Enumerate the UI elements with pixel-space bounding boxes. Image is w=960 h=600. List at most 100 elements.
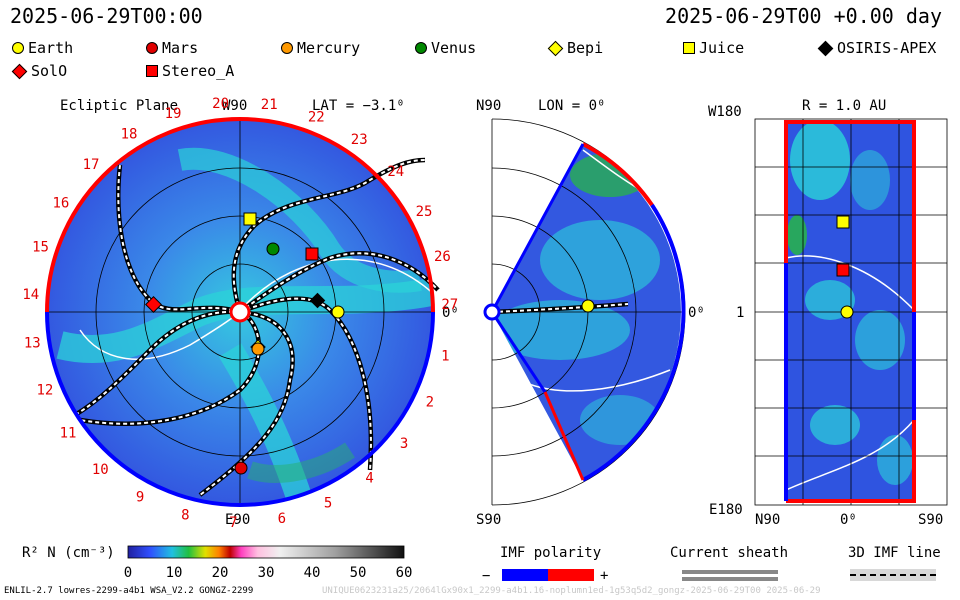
meridional-edge-south-red xyxy=(543,391,585,481)
meridional-imf-line xyxy=(491,303,629,313)
earth-marker-icon xyxy=(12,42,24,54)
legend-bepi: Bepi xyxy=(547,39,604,57)
mars-marker-icon xyxy=(146,42,158,54)
meridional-edge-north xyxy=(490,143,585,313)
datetime-right: 2025-06-29T00 +0.00 day xyxy=(665,4,942,28)
imf-polarity-minus: − xyxy=(482,568,490,584)
colorbar-tick-label: 50 xyxy=(350,565,367,581)
stereo-a-marker xyxy=(305,247,319,261)
ecliptic-panel: Ecliptic Plane W90 LAT = −3.1⁰ E90 0⁰ 12… xyxy=(22,96,458,531)
meridional-edge-south-blue xyxy=(490,311,547,393)
meridional-s90: S90 xyxy=(476,512,501,528)
colorbar-tick-label: 40 xyxy=(304,565,321,581)
carrington-label: 7 xyxy=(229,515,237,531)
carrington-label: 21 xyxy=(261,97,278,113)
shell-zero: 0⁰ xyxy=(840,512,857,528)
current-sheath-swatch-1 xyxy=(682,570,778,574)
ecliptic-lat: LAT = −3.1⁰ xyxy=(312,98,405,114)
legend-label: Earth xyxy=(28,39,74,57)
ecliptic-rim-negative xyxy=(45,311,435,507)
carrington-label: 25 xyxy=(416,204,433,220)
legend-label: Juice xyxy=(699,39,745,57)
colorbar-tick-label: 20 xyxy=(212,565,229,581)
shell-one: 1 xyxy=(736,305,744,321)
meridional-rim-positive xyxy=(582,142,654,207)
colorbar-tick-label: 30 xyxy=(258,565,275,581)
meridional-sun-icon xyxy=(483,303,501,321)
carrington-label: 9 xyxy=(136,490,144,506)
sun-icon xyxy=(229,301,251,323)
legend-solo: SolO xyxy=(11,62,68,80)
colorbar: R² N (cm⁻³) 0 10 20 30 40 50 60 xyxy=(22,545,412,581)
carrington-label: 5 xyxy=(324,496,332,512)
imf-polarity-plus: + xyxy=(600,568,608,584)
venus-marker xyxy=(266,242,280,256)
carrington-label: 10 xyxy=(92,462,109,478)
carrington-label: 2 xyxy=(426,395,434,411)
carrington-label: 23 xyxy=(351,132,368,148)
shell-title: R = 1.0 AU xyxy=(802,98,886,114)
legend-stereo-a: Stereo_A xyxy=(146,62,234,80)
legend-label: OSIRIS-APEX xyxy=(837,39,937,57)
carrington-label: 1 xyxy=(441,349,449,365)
carrington-label: 4 xyxy=(365,470,373,486)
imf-line-legend: 3D IMF line xyxy=(848,545,941,581)
meridional-earth-marker xyxy=(581,299,595,313)
legend-label: Mars xyxy=(162,39,199,57)
footer-model-info: ENLIL-2.7 lowres-2299-a4b1 WSA_V2.2 GONG… xyxy=(4,586,254,596)
shell-stereo-a-marker xyxy=(836,263,850,277)
meridional-n90: N90 xyxy=(476,98,501,114)
earth-marker xyxy=(331,305,345,319)
colorbar-tick-label: 10 xyxy=(166,565,183,581)
carrington-label: 3 xyxy=(400,436,408,452)
imf-polarity-title: IMF polarity xyxy=(500,545,601,561)
imf-polarity-legend: IMF polarity − + xyxy=(482,545,608,584)
meridional-panel: N90 LON = 0⁰ S90 0⁰ xyxy=(476,98,705,528)
current-sheath-title: Current sheath xyxy=(670,545,788,561)
legend-label: Bepi xyxy=(567,39,604,57)
legend-earth: Earth xyxy=(12,39,73,57)
mercury-marker xyxy=(251,342,265,356)
mercury-marker-icon xyxy=(281,42,293,54)
legend-venus: Venus xyxy=(415,39,476,57)
solo-marker xyxy=(145,296,162,313)
colorbar-label: R² N (cm⁻³) xyxy=(22,545,115,561)
datetime-left: 2025-06-29T00:00 xyxy=(10,4,203,28)
colorbar-tick-label: 60 xyxy=(396,565,413,581)
shell-panel: R = 1.0 AU W180 E180 1 N90 0⁰ S90 xyxy=(708,98,948,528)
carrington-label: 22 xyxy=(308,109,325,125)
footer-run-id: UNIQUE0623231a25/2064lGx90x1_2299-a4b1.1… xyxy=(322,586,821,596)
ecliptic-rim-positive xyxy=(45,117,435,313)
shell-w180: W180 xyxy=(708,104,742,120)
carrington-label: 6 xyxy=(278,511,286,527)
shell-rim-positive xyxy=(784,120,916,312)
legend-mars: Mars xyxy=(146,39,198,57)
carrington-label: 17 xyxy=(83,157,100,173)
ecliptic-zero: 0⁰ xyxy=(442,305,459,321)
shell-s90: S90 xyxy=(918,512,943,528)
colorbar-tick-label: 0 xyxy=(124,565,132,581)
legend-mercury: Mercury xyxy=(281,39,360,57)
shell-earth-marker xyxy=(840,305,854,319)
meridional-lon: LON = 0⁰ xyxy=(538,98,605,114)
ecliptic-w90: W90 xyxy=(222,98,247,114)
imf-line-title: 3D IMF line xyxy=(848,545,941,561)
legend-label: Venus xyxy=(431,39,477,57)
carrington-label: 27 xyxy=(441,297,458,313)
carrington-label: 26 xyxy=(434,249,451,265)
carrington-label: 16 xyxy=(52,195,69,211)
current-sheath-swatch-2 xyxy=(682,577,778,581)
carrington-label: 20 xyxy=(212,96,229,112)
ecliptic-e90: E90 xyxy=(225,512,250,528)
carrington-label: 15 xyxy=(32,239,49,255)
carrington-label: 13 xyxy=(24,336,41,352)
shell-rim-positive-bottom xyxy=(786,420,916,503)
carrington-label: 19 xyxy=(165,106,182,122)
carrington-label: 11 xyxy=(60,426,77,442)
legend-label: Stereo_A xyxy=(162,62,235,80)
legend-label: SolO xyxy=(31,62,68,80)
current-sheath-legend: Current sheath xyxy=(670,545,788,581)
carrington-label: 24 xyxy=(387,164,404,180)
